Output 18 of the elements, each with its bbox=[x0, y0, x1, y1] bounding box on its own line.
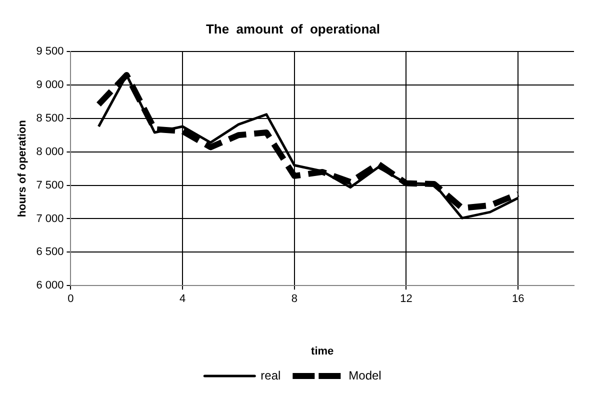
chart-title: The amount of operational bbox=[206, 21, 380, 36]
x-tick-label: 4 bbox=[180, 293, 186, 306]
x-axis-title: time bbox=[311, 345, 334, 358]
y-tick-label: 9 000 bbox=[36, 79, 64, 92]
y-tick-label: 8 500 bbox=[36, 112, 64, 124]
y-tick-label: 6 500 bbox=[36, 246, 64, 258]
y-tick-label: 9 500 bbox=[36, 46, 64, 58]
x-tick-label: 16 bbox=[512, 293, 524, 306]
legend-label: real bbox=[260, 368, 281, 382]
legend-label: Model bbox=[348, 368, 382, 382]
x-tick-label: 12 bbox=[400, 293, 412, 306]
y-tick-label: 6 000 bbox=[36, 280, 64, 292]
y-tick-label: 8 000 bbox=[36, 146, 64, 158]
y-axis-title: hours of operation bbox=[16, 120, 29, 218]
x-tick-label: 8 bbox=[291, 293, 298, 306]
y-tick-label: 7 500 bbox=[36, 179, 64, 192]
x-tick-label: 0 bbox=[68, 293, 74, 306]
y-tick-label: 7 000 bbox=[36, 212, 64, 225]
